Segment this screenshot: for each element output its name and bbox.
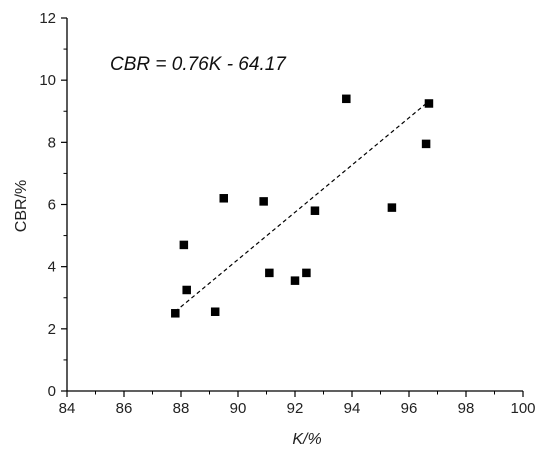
data-point: [219, 194, 228, 203]
y-tick-label: 0: [48, 383, 56, 400]
y-axis-label: CBR/%: [13, 180, 30, 232]
x-tick-label: 96: [401, 400, 418, 417]
fit-line-group: [174, 100, 430, 312]
y-tick-label: 2: [48, 321, 56, 338]
x-tick-label: 88: [173, 400, 190, 417]
x-tick-label: 86: [116, 400, 133, 417]
fit-line: [174, 100, 430, 312]
data-point: [259, 197, 268, 206]
data-point: [171, 309, 180, 318]
x-axis-label: K/%: [292, 431, 321, 448]
y-tick-label: 6: [48, 197, 56, 214]
data-points: [171, 94, 434, 318]
data-point: [421, 139, 431, 149]
x-tick-label: 84: [59, 400, 76, 417]
data-point: [182, 285, 191, 295]
data-point: [387, 203, 397, 212]
x-tick-label: 90: [230, 400, 247, 417]
data-point: [424, 99, 434, 108]
ticks: 84 86 88 90 92 94 96 98 100 0 2 4 6 8 10 12: [39, 10, 535, 417]
data-point: [290, 276, 300, 285]
data-point: [310, 206, 320, 215]
y-tick-label: 4: [48, 259, 56, 276]
y-tick-label: 12: [39, 10, 56, 27]
x-tick-label: 94: [344, 400, 361, 417]
y-tick-label: 8: [48, 134, 56, 151]
x-tick-label: 98: [458, 400, 475, 417]
y-tick-label: 10: [39, 72, 56, 89]
data-point: [265, 268, 274, 278]
data-point: [179, 240, 189, 250]
data-point: [210, 307, 220, 316]
data-point: [302, 268, 311, 278]
x-tick-label: 92: [287, 400, 304, 417]
x-tick-label: 100: [510, 400, 535, 417]
regression-equation: CBR = 0.76K - 64.17: [110, 54, 287, 75]
data-point: [342, 94, 351, 104]
